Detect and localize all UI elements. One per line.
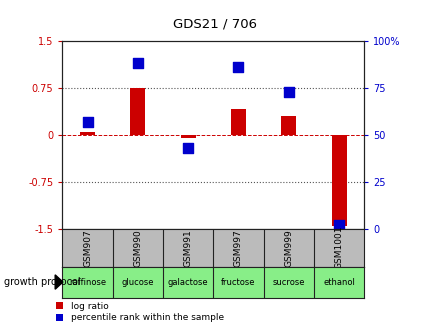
Bar	[331, 135, 346, 226]
Point	[234, 64, 241, 70]
Text: GSM997: GSM997	[233, 229, 243, 267]
Point	[84, 119, 91, 124]
Text: ethanol: ethanol	[322, 278, 354, 286]
Text: GSM999: GSM999	[284, 229, 292, 267]
Point	[184, 146, 191, 151]
Point	[134, 61, 141, 66]
Text: GSM907: GSM907	[83, 229, 92, 267]
Text: GDS21 / 706: GDS21 / 706	[173, 18, 257, 31]
Text: sucrose: sucrose	[272, 278, 304, 286]
Text: GSM1001: GSM1001	[334, 226, 343, 269]
Text: glucose: glucose	[121, 278, 154, 286]
Bar	[230, 109, 246, 135]
Bar	[130, 88, 145, 135]
Point	[285, 89, 292, 94]
Text: GSM991: GSM991	[183, 229, 192, 267]
Text: GSM990: GSM990	[133, 229, 142, 267]
Text: galactose: galactose	[168, 278, 208, 286]
Point	[335, 222, 342, 228]
Bar	[180, 135, 195, 138]
Text: fructose: fructose	[221, 278, 255, 286]
Text: raffinose: raffinose	[69, 278, 106, 286]
Legend: log ratio, percentile rank within the sample: log ratio, percentile rank within the sa…	[56, 302, 223, 322]
Bar	[280, 116, 296, 135]
Text: growth protocol: growth protocol	[4, 277, 81, 287]
Bar	[80, 132, 95, 135]
